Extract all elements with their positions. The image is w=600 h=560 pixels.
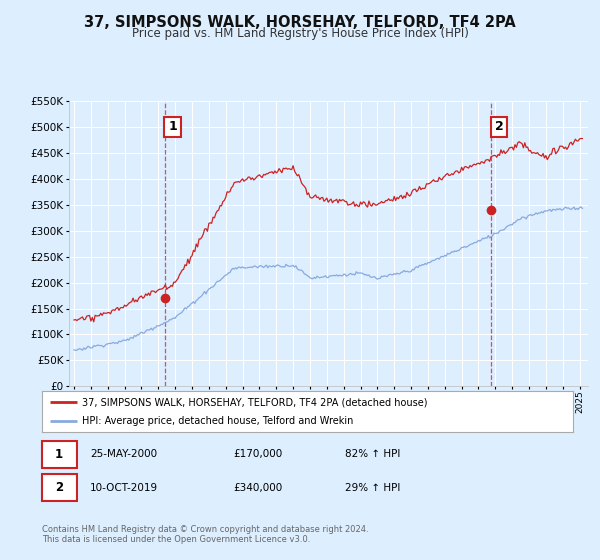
FancyBboxPatch shape	[42, 474, 77, 501]
Text: 2: 2	[55, 481, 63, 494]
Text: 37, SIMPSONS WALK, HORSEHAY, TELFORD, TF4 2PA: 37, SIMPSONS WALK, HORSEHAY, TELFORD, TF…	[84, 15, 516, 30]
Text: £340,000: £340,000	[233, 483, 283, 493]
Text: 1: 1	[168, 120, 177, 133]
Text: 29% ↑ HPI: 29% ↑ HPI	[344, 483, 400, 493]
Text: £170,000: £170,000	[233, 449, 283, 459]
Text: 25-MAY-2000: 25-MAY-2000	[90, 449, 157, 459]
Text: 10-OCT-2019: 10-OCT-2019	[90, 483, 158, 493]
Text: 1: 1	[55, 447, 63, 460]
Text: 37, SIMPSONS WALK, HORSEHAY, TELFORD, TF4 2PA (detached house): 37, SIMPSONS WALK, HORSEHAY, TELFORD, TF…	[82, 398, 427, 408]
Text: HPI: Average price, detached house, Telford and Wrekin: HPI: Average price, detached house, Telf…	[82, 416, 353, 426]
FancyBboxPatch shape	[42, 441, 77, 468]
Text: Contains HM Land Registry data © Crown copyright and database right 2024.: Contains HM Land Registry data © Crown c…	[42, 525, 368, 534]
Text: 2: 2	[495, 120, 503, 133]
Text: Price paid vs. HM Land Registry's House Price Index (HPI): Price paid vs. HM Land Registry's House …	[131, 27, 469, 40]
Text: This data is licensed under the Open Government Licence v3.0.: This data is licensed under the Open Gov…	[42, 535, 310, 544]
Text: 82% ↑ HPI: 82% ↑ HPI	[344, 449, 400, 459]
